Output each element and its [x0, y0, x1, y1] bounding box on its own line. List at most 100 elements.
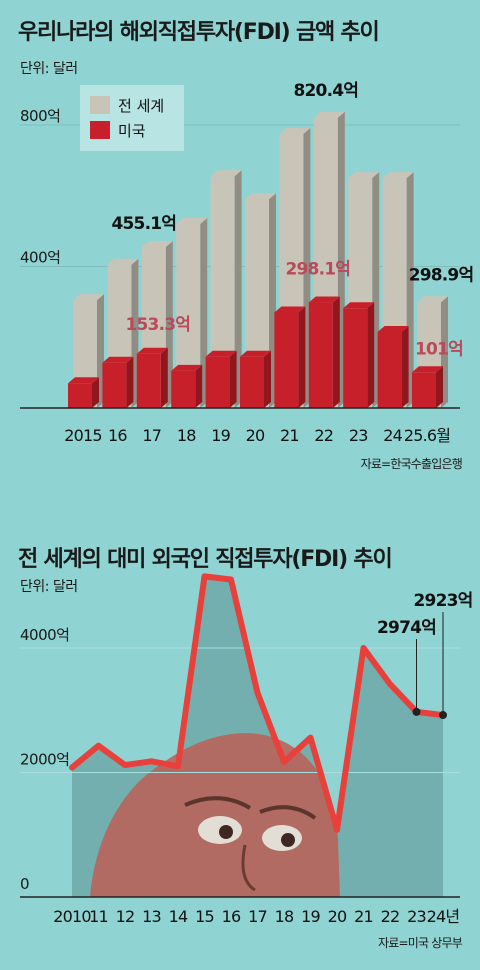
x-tick-label: 16	[108, 426, 127, 445]
y-tick-label: 4000억	[20, 626, 69, 644]
portrait-pupil-left	[219, 825, 233, 839]
x-tick-label: 24년	[427, 907, 460, 926]
series-line	[69, 573, 446, 833]
chart2-title: 전 세계의 대미 외국인 직접투자(FDI) 추이	[18, 547, 393, 572]
y-tick-label: 400억	[20, 249, 60, 267]
data-label: 153.3억	[125, 315, 190, 335]
x-tick-label: 13	[142, 907, 161, 926]
bar-world-side	[234, 170, 242, 408]
chart2-unit: 단위: 달러	[20, 579, 78, 595]
x-tick-label: 12	[116, 907, 135, 926]
bar-world-top	[279, 127, 311, 134]
bar-us-top	[240, 350, 271, 357]
bar-us	[412, 372, 436, 408]
portrait-pupil-right	[281, 833, 295, 847]
chart2-source: 자료=미국 상무부	[378, 936, 463, 950]
bar-us-top	[68, 377, 99, 384]
legend-swatch-us	[90, 121, 110, 139]
bar-world-top	[176, 218, 208, 225]
x-tick-label: 17	[248, 907, 267, 926]
x-tick-label: 22	[381, 907, 400, 926]
chart1-source: 자료=한국수출입은행	[360, 457, 463, 471]
x-tick-label: 16	[222, 907, 241, 926]
bar-us	[171, 370, 196, 408]
y-tick-label: 2000억	[20, 751, 69, 769]
legend-label-world: 전 세계	[118, 97, 164, 115]
bar-chart: 400억 800억 2015 16 17 18 19 20 21 22 23 24 25.6월 455.1…	[20, 81, 474, 445]
bar-world-top	[245, 193, 276, 200]
x-tick-label: 14	[169, 907, 188, 926]
data-label: 2974억	[377, 618, 436, 638]
x-tick-label: 23	[349, 426, 368, 445]
x-tick-label: 2015	[64, 426, 102, 445]
bar-us-top	[136, 347, 168, 354]
bar-world-top	[141, 241, 173, 248]
x-tick-label: 11	[89, 907, 108, 926]
bar-us-side	[195, 364, 203, 408]
portrait-brows	[184, 796, 317, 820]
portrait-illustration	[90, 733, 340, 897]
data-point	[412, 707, 421, 716]
bar-us	[343, 308, 368, 408]
bar-us-side	[436, 366, 443, 408]
chart1-unit: 단위: 달러	[20, 61, 78, 77]
data-label: 820.4억	[293, 81, 358, 101]
data-label: 298.9억	[409, 265, 474, 285]
bar-world-top	[382, 172, 414, 179]
bar-us	[68, 383, 92, 408]
bar-us-side	[298, 306, 306, 408]
bar-world-top	[417, 296, 448, 303]
bar-us-side	[160, 347, 168, 408]
bar-world-top	[107, 258, 139, 265]
bar-us-top	[102, 356, 134, 363]
bar-us	[102, 362, 127, 408]
bar-us	[136, 353, 161, 408]
bar-us-side	[264, 350, 271, 408]
portrait-head	[90, 733, 340, 897]
bar-us	[274, 312, 299, 408]
bar-us-top	[171, 364, 203, 371]
bar-us-side	[332, 296, 340, 408]
portrait-nose	[241, 844, 256, 892]
data-label: 101억	[415, 339, 463, 359]
x-tick-label: 22	[314, 426, 333, 445]
x-tick-label: 15	[195, 907, 214, 926]
bar-world-top	[73, 294, 104, 301]
bar-world-top	[313, 111, 345, 118]
x-tick-label: 19	[211, 426, 230, 445]
x-tick-label: 18	[177, 426, 196, 445]
legend-swatch-world	[90, 96, 110, 114]
bar-us	[205, 356, 230, 408]
bar-us-top	[205, 350, 237, 357]
chart1-title: 우리나라의 해외직접투자(FDI) 금액 추이	[18, 20, 380, 45]
x-tick-label: 21	[280, 426, 299, 445]
bar-us-side	[229, 350, 237, 408]
bar-us	[308, 302, 333, 408]
data-point	[439, 711, 447, 720]
bar-us-top	[343, 302, 375, 309]
data-label: 298.1억	[285, 260, 350, 280]
bar-us-side	[92, 377, 99, 408]
bar-us-side	[126, 356, 134, 408]
x-tick-label: 17	[142, 426, 161, 445]
bar-world-side	[200, 218, 208, 408]
x-tick-label: 24	[383, 426, 402, 445]
bar-us-top	[377, 325, 409, 332]
bar-us-top	[412, 366, 443, 373]
bar-us	[240, 356, 264, 408]
legend-label-us: 미국	[118, 122, 146, 140]
y-tick-label: 800억	[20, 107, 60, 125]
data-label: 455.1억	[111, 214, 176, 234]
data-label: 2923억	[414, 591, 473, 611]
x-tick-label: 19	[301, 907, 320, 926]
bar-us-top	[308, 296, 340, 303]
bar-world-top	[210, 170, 242, 177]
x-tick-label: 21	[354, 907, 373, 926]
bar-us-side	[367, 302, 375, 408]
x-tick-label: 18	[275, 907, 294, 926]
x-tick-label: 2010	[53, 907, 91, 926]
y-tick-label: 0	[20, 875, 29, 893]
bar-us-side	[401, 325, 409, 408]
